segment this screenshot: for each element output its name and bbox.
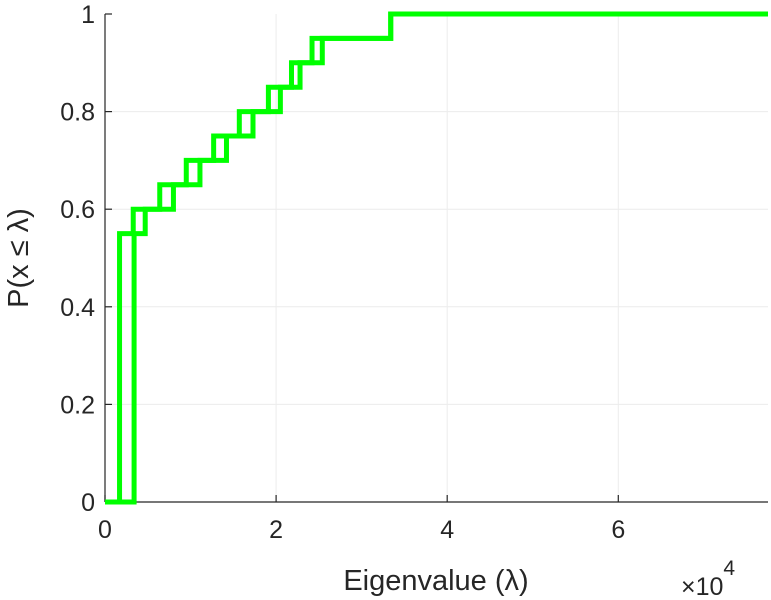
x-axis-multiplier-exponent: 4 <box>723 557 735 580</box>
x-tick-label: 0 <box>98 516 112 544</box>
y-tick-label: 0.8 <box>60 99 95 127</box>
cdf-step-line-2 <box>105 11 768 505</box>
x-tick-label: 4 <box>440 516 454 544</box>
y-tick-label: 1 <box>81 1 95 29</box>
x-axis-label: Eigenvalue (λ) <box>343 565 528 597</box>
x-axis-multiplier: ×104 <box>681 557 735 600</box>
x-tick-label: 6 <box>611 516 625 544</box>
tick-labels: 0 2 4 6 0 0.2 0.4 0.6 0.8 1 <box>60 1 625 544</box>
cdf-step-line-1 <box>117 11 768 502</box>
grid <box>105 14 768 502</box>
y-tick-label: 0.6 <box>60 196 95 224</box>
y-tick-label: 0 <box>81 489 95 517</box>
y-axis-label: P(x ≤ λ) <box>3 208 35 308</box>
y-tick-label: 0.2 <box>60 391 95 419</box>
y-tick-label: 0.4 <box>60 294 95 322</box>
series-group <box>105 11 768 505</box>
axes <box>104 13 768 503</box>
x-tick-label: 2 <box>269 516 283 544</box>
x-axis-multiplier-base: ×10 <box>681 573 723 600</box>
